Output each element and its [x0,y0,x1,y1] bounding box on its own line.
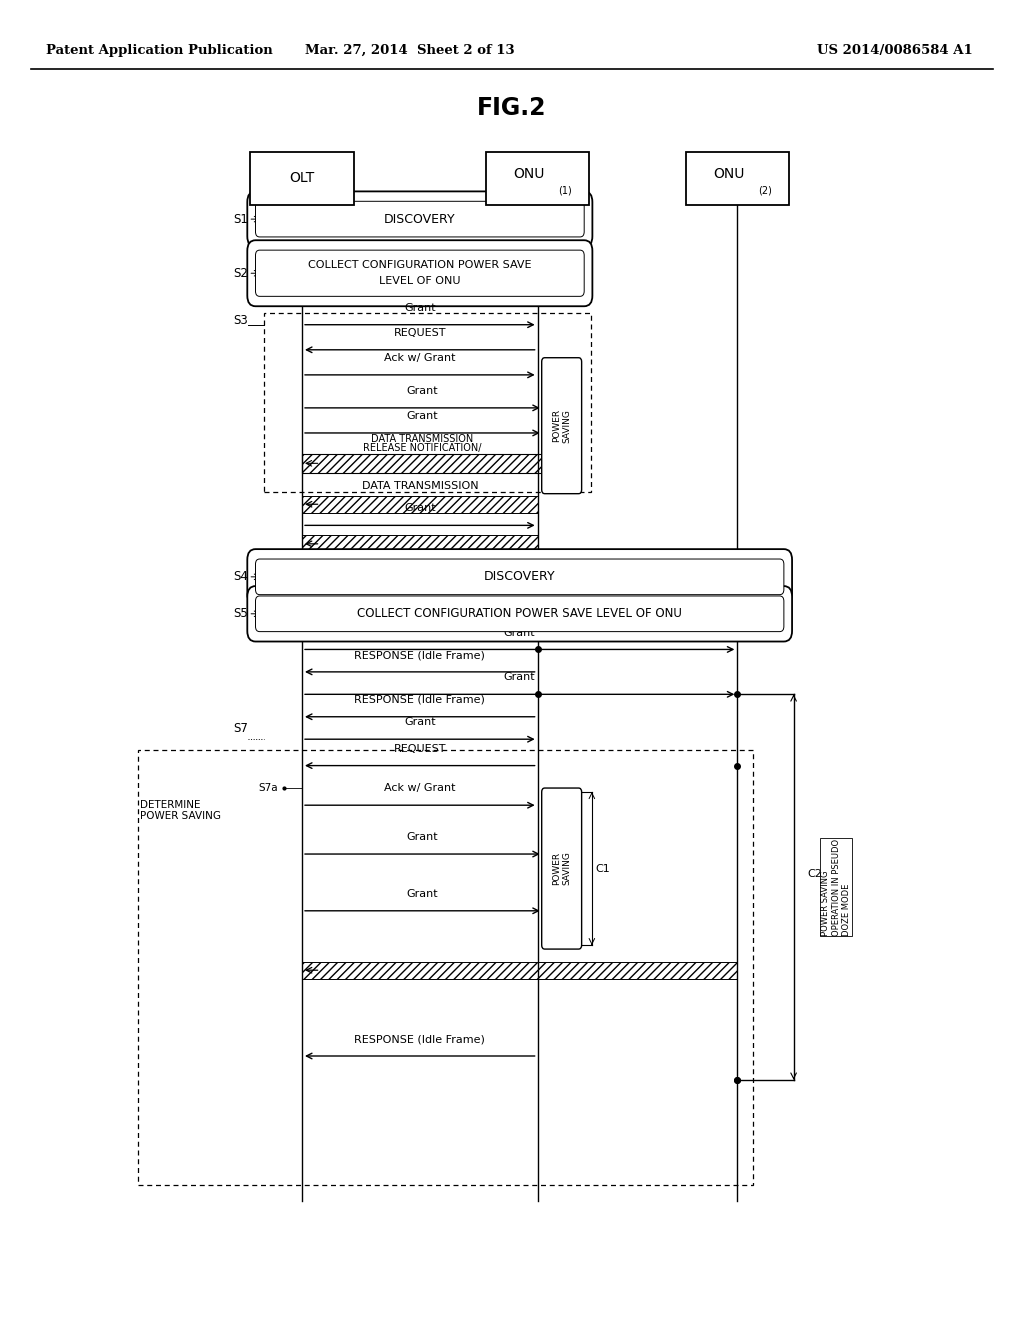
Text: DATA TRANSMISSION: DATA TRANSMISSION [372,433,473,444]
Text: Grant: Grant [504,672,536,682]
FancyBboxPatch shape [256,249,584,296]
Bar [302,961,737,979]
Text: POWER SAVING
OPERATION IN PSEUDO
DOZE MODE: POWER SAVING OPERATION IN PSEUDO DOZE MO… [821,838,851,936]
Text: POWER
SAVING: POWER SAVING [552,851,571,886]
FancyBboxPatch shape [248,191,592,247]
Text: ONU: ONU [514,168,545,181]
FancyBboxPatch shape [256,595,784,631]
Text: US 2014/0086584 A1: US 2014/0086584 A1 [817,44,973,57]
Text: DISCOVERY: DISCOVERY [484,570,555,583]
Text: S5: S5 [233,607,248,620]
Text: REQUEST: REQUEST [393,743,446,754]
Text: C1: C1 [595,863,609,874]
Text: RESPONSE (Idle Frame): RESPONSE (Idle Frame) [354,694,485,705]
Text: COLLECT CONFIGURATION POWER SAVE LEVEL OF ONU: COLLECT CONFIGURATION POWER SAVE LEVEL O… [357,607,682,620]
Bar [264,313,592,492]
Text: Patent Application Publication: Patent Application Publication [46,44,272,57]
Text: Grant: Grant [407,411,438,421]
Text: (2): (2) [758,185,772,195]
Text: Grant: Grant [404,302,435,313]
Text: Grant: Grant [404,717,435,727]
Text: S4: S4 [233,570,248,583]
FancyBboxPatch shape [686,152,788,205]
Text: LEVEL OF ONU: LEVEL OF ONU [379,276,461,286]
Text: ONU: ONU [714,168,744,181]
Bar [302,536,538,552]
FancyBboxPatch shape [542,358,582,494]
Text: RESPONSE (Idle Frame): RESPONSE (Idle Frame) [354,649,485,660]
Text: S2: S2 [233,267,248,280]
Text: (1): (1) [558,185,572,195]
Text: DATA TRANSMISSION: DATA TRANSMISSION [361,480,478,491]
Text: S3: S3 [233,314,248,327]
Bar [302,454,543,473]
Text: Grant: Grant [407,832,438,842]
FancyBboxPatch shape [486,152,590,205]
Text: REQUEST: REQUEST [393,327,446,338]
Text: Mar. 27, 2014  Sheet 2 of 13: Mar. 27, 2014 Sheet 2 of 13 [305,44,514,57]
Text: FIG.2: FIG.2 [477,96,547,120]
Text: POWER
SAVING: POWER SAVING [552,409,571,442]
Text: RESPONSE (Idle Frame): RESPONSE (Idle Frame) [354,1034,485,1044]
FancyBboxPatch shape [248,240,592,306]
Text: Ack w/ Grant: Ack w/ Grant [384,352,456,363]
FancyBboxPatch shape [248,549,793,605]
Text: C2: C2 [807,869,822,879]
Text: S7a: S7a [258,783,279,793]
FancyBboxPatch shape [250,152,354,205]
Text: DETERMINE
POWER SAVING: DETERMINE POWER SAVING [140,800,221,821]
Bar [302,495,538,512]
FancyBboxPatch shape [542,788,582,949]
Text: Grant: Grant [407,385,438,396]
Text: Grant: Grant [407,888,438,899]
FancyBboxPatch shape [248,586,793,642]
Text: DISCOVERY: DISCOVERY [384,213,456,226]
Text: S7: S7 [233,722,248,735]
Bar [138,750,753,1185]
FancyBboxPatch shape [256,201,584,238]
Text: Ack w/ Grant: Ack w/ Grant [384,783,456,793]
Text: RELEASE NOTIFICATION/: RELEASE NOTIFICATION/ [364,442,481,453]
Text: OLT: OLT [290,172,314,185]
Text: Grant: Grant [404,503,435,513]
Text: Grant: Grant [504,627,536,638]
FancyBboxPatch shape [256,560,784,594]
Text: S1: S1 [233,213,248,226]
Text: COLLECT CONFIGURATION POWER SAVE: COLLECT CONFIGURATION POWER SAVE [308,260,531,271]
